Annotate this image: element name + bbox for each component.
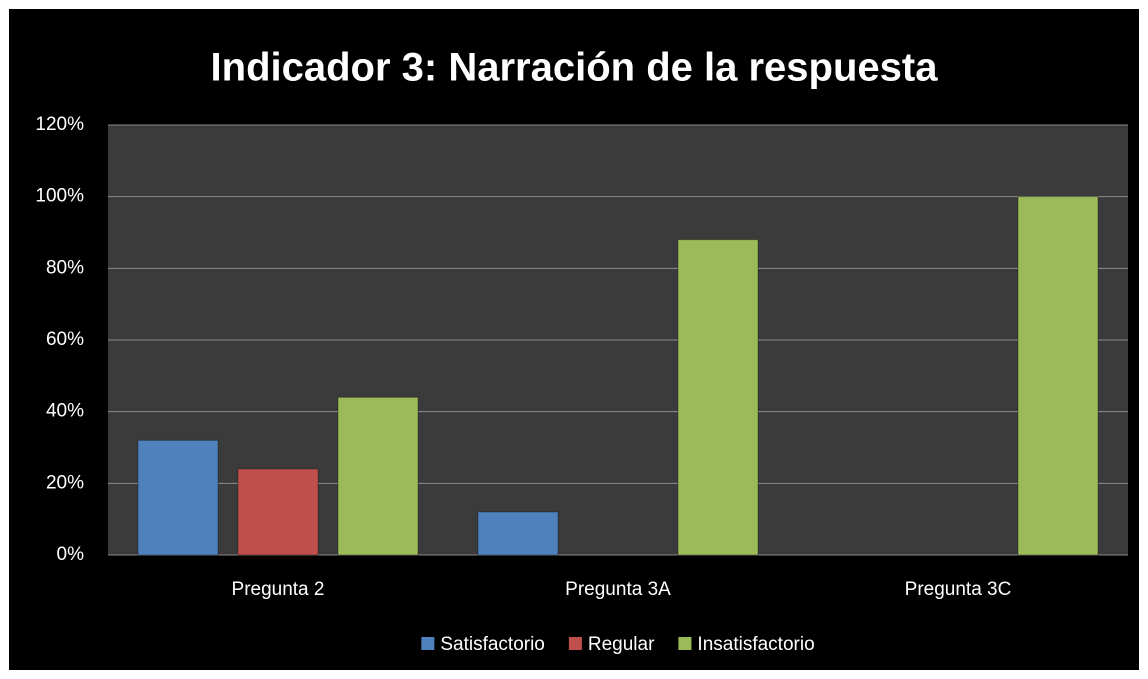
y-tick-label: 0% xyxy=(57,544,85,565)
y-tick-label: 40% xyxy=(46,401,84,422)
legend-swatch xyxy=(678,637,692,650)
y-tick-label: 100% xyxy=(35,186,84,207)
bar xyxy=(237,468,319,556)
bar xyxy=(337,396,419,556)
y-tick-label: 120% xyxy=(35,114,84,135)
legend-label: Satisfactorio xyxy=(440,634,545,655)
x-tick-label: Pregunta 3A xyxy=(565,579,671,600)
x-tick-label: Pregunta 3C xyxy=(905,579,1012,600)
legend-swatch xyxy=(421,637,435,650)
bar xyxy=(1017,196,1099,556)
x-tick-label: Pregunta 2 xyxy=(232,579,325,600)
bar xyxy=(677,239,759,556)
legend-label: Insatisfactorio xyxy=(697,634,814,655)
y-tick-label: 80% xyxy=(46,257,84,278)
y-tick-label: 20% xyxy=(46,472,84,493)
bar xyxy=(477,511,559,556)
chart-title: Indicador 3: Narración de la respuesta xyxy=(211,46,939,90)
legend-label: Regular xyxy=(588,634,655,655)
bar xyxy=(137,439,219,556)
legend-swatch xyxy=(568,637,582,650)
y-tick-label: 60% xyxy=(46,329,84,350)
